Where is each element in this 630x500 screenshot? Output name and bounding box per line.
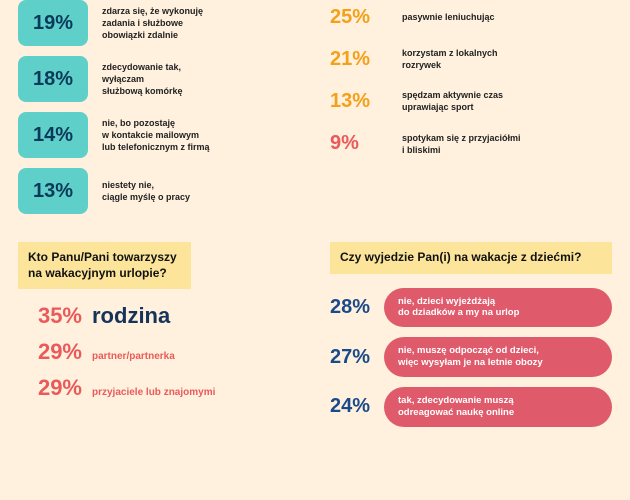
pct-box: 14% [18, 112, 88, 158]
stat-desc: nie, bo pozostajęw kontakcie mailowymlub… [102, 117, 210, 153]
q2-pill: tak, zdecydowanie musząodreagować naukę … [384, 387, 612, 427]
stat-desc: niestety nie,ciągle myślę o pracy [102, 179, 190, 203]
pct-value: 27% [330, 346, 384, 369]
q1-title: Kto Panu/Pani towarzyszyna wakacyjnym ur… [18, 242, 191, 289]
pct-box: 13% [18, 168, 88, 214]
left-stat-row: 18% zdecydowanie tak,wyłączamsłużbową ko… [18, 56, 300, 102]
q2-pill: nie, dzieci wyjeżdżajądo dziadków a my n… [384, 288, 612, 328]
q2-row: 24% tak, zdecydowanie musząodreagować na… [330, 387, 612, 427]
stat-desc: korzystam z lokalnychrozrywek [402, 47, 498, 71]
pct-value: 29% [26, 339, 82, 365]
q1-row: 29% partner/partnerka [18, 339, 300, 365]
left-column: 19% zdarza się, że wykonujęzadania i słu… [18, 0, 300, 224]
pct-value: 35% [26, 303, 82, 329]
pct-value: 21% [330, 48, 390, 71]
pct-box: 19% [18, 0, 88, 46]
pct-value: 24% [330, 395, 384, 418]
q1-rows: 35% rodzina 29% partner/partnerka 29% pr… [18, 303, 300, 401]
q2-title: Czy wyjedzie Pan(i) na wakacje z dziećmi… [330, 242, 612, 274]
stat-desc: spotykam się z przyjaciółmii bliskimi [402, 132, 521, 156]
pct-value: 28% [330, 296, 384, 319]
pct-value: 25% [330, 6, 390, 29]
q1-block: Kto Panu/Pani towarzyszyna wakacyjnym ur… [18, 242, 300, 437]
stat-desc: zdecydowanie tak,wyłączamsłużbową komórk… [102, 61, 183, 97]
pct-value: 9% [330, 132, 390, 155]
pct-value: 29% [26, 375, 82, 401]
right-stat-row: 9% spotykam się z przyjaciółmii bliskimi [330, 132, 612, 156]
q2-pill: nie, muszę odpocząć od dzieci,więc wysył… [384, 337, 612, 377]
q1-label: przyjaciele lub znajomymi [92, 387, 215, 398]
q2-row: 27% nie, muszę odpocząć od dzieci,więc w… [330, 337, 612, 377]
right-stat-row: 21% korzystam z lokalnychrozrywek [330, 47, 612, 71]
top-section: 19% zdarza się, że wykonujęzadania i słu… [18, 0, 612, 224]
q1-label: rodzina [92, 303, 170, 329]
right-stat-row: 25% pasywnie leniuchując [330, 6, 612, 29]
q2-rows: 28% nie, dzieci wyjeżdżajądo dziadków a … [330, 288, 612, 427]
stat-desc: zdarza się, że wykonujęzadania i służbow… [102, 5, 203, 41]
q2-block: Czy wyjedzie Pan(i) na wakacje z dziećmi… [330, 242, 612, 437]
q1-row: 35% rodzina [18, 303, 300, 329]
q1-label: partner/partnerka [92, 351, 175, 362]
pct-box: 18% [18, 56, 88, 102]
q1-row: 29% przyjaciele lub znajomymi [18, 375, 300, 401]
pct-value: 13% [330, 90, 390, 113]
right-column: 25% pasywnie leniuchując 21% korzystam z… [330, 0, 612, 224]
right-stat-row: 13% spędzam aktywnie czasuprawiając spor… [330, 89, 612, 113]
infographic-root: 19% zdarza się, że wykonujęzadania i słu… [0, 0, 630, 437]
left-stat-row: 13% niestety nie,ciągle myślę o pracy [18, 168, 300, 214]
stat-desc: pasywnie leniuchując [402, 11, 495, 23]
left-stat-row: 19% zdarza się, że wykonujęzadania i słu… [18, 0, 300, 46]
left-stat-row: 14% nie, bo pozostajęw kontakcie mailowy… [18, 112, 300, 158]
q2-row: 28% nie, dzieci wyjeżdżajądo dziadków a … [330, 288, 612, 328]
stat-desc: spędzam aktywnie czasuprawiając sport [402, 89, 503, 113]
questions-section: Kto Panu/Pani towarzyszyna wakacyjnym ur… [18, 242, 612, 437]
